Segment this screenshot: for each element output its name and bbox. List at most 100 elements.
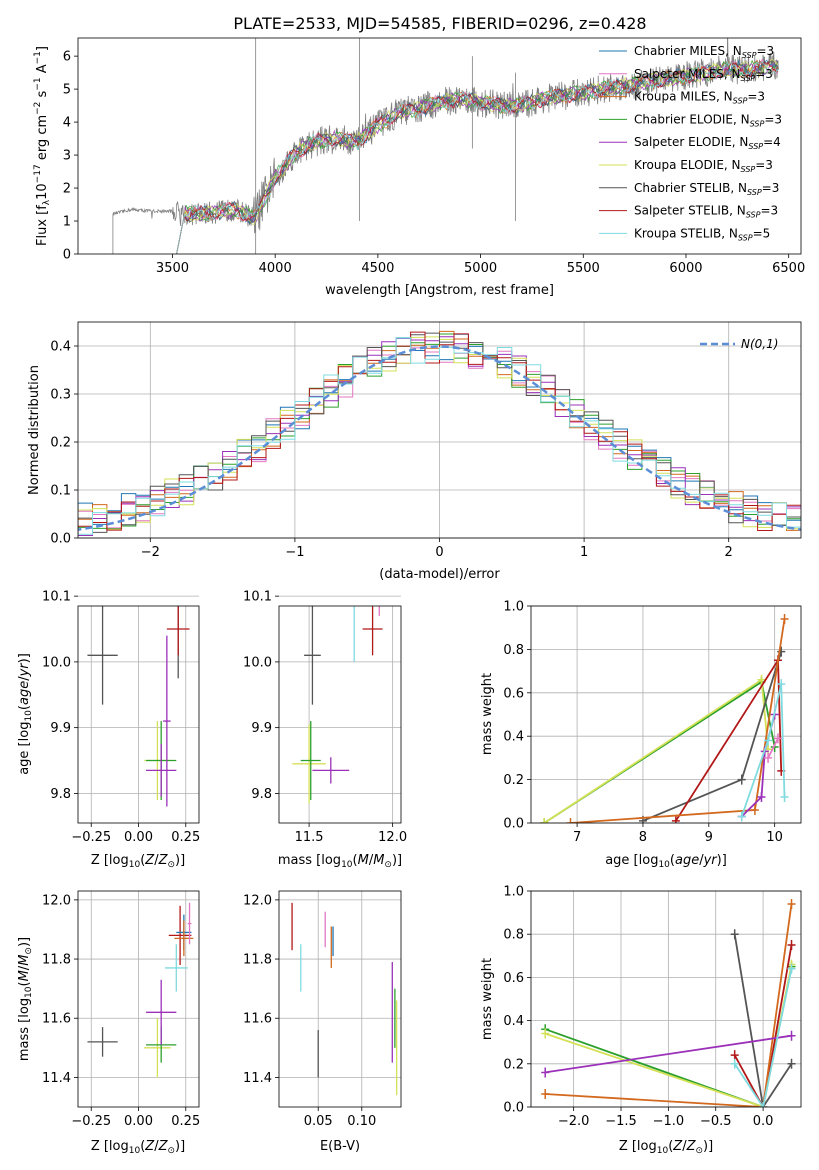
y-tick-label: 11.6 xyxy=(42,1012,71,1027)
weight-marker xyxy=(541,1089,550,1100)
weight-marker xyxy=(750,804,759,815)
y-tick-label: 3 xyxy=(63,149,71,164)
x-tick-label: −0.5 xyxy=(700,1114,732,1129)
x-tick-label: 0.05 xyxy=(304,1114,333,1129)
y-tick-label: 1.0 xyxy=(503,885,524,900)
y-tick-label: 0.0 xyxy=(50,532,71,547)
legend-count: =3 xyxy=(764,112,782,126)
weight-marker xyxy=(787,940,796,950)
weight-line xyxy=(767,737,779,759)
model-fit-line xyxy=(176,60,779,254)
axes-frame xyxy=(278,605,402,824)
weight-marker xyxy=(780,614,789,625)
axes-frame xyxy=(530,605,802,824)
weight-marker xyxy=(541,1028,550,1039)
legend-subscript: SSP xyxy=(747,188,762,197)
y-tick-label: 11.8 xyxy=(243,953,272,968)
plot-content xyxy=(292,606,383,804)
y-tick-label: 10.1 xyxy=(243,590,272,605)
y-tick-label: 10.0 xyxy=(42,655,71,670)
legend-model: Kroupa MILES, N xyxy=(634,90,733,104)
weight-marker xyxy=(777,679,786,690)
y-tick-label: 1.0 xyxy=(503,600,524,615)
panel-age-vs-mass: 11.5 12.0 9.8 9.9 10.0 10.1 mass [log10(M/M⊙)] xyxy=(243,590,407,870)
weight-marker xyxy=(671,815,680,823)
legend-count: =3 xyxy=(756,44,774,58)
legend-model: Chabrier MILES, N xyxy=(634,44,742,58)
y-axis-label: Flux [fλ10−17 erg cm−2 s−1 A−1] xyxy=(33,46,52,246)
y-tick-label: 0.6 xyxy=(503,686,524,701)
weight-marker xyxy=(759,1102,768,1107)
weight-line xyxy=(545,903,793,1107)
x-axis-label: E(B-V) xyxy=(320,1139,360,1154)
panel-weight-vs-Z: −2.0 −1.5 −1.0 −0.5 0.0 0.0 0.2 0.4 0.6 0.8 1.0 Z [… xyxy=(480,885,802,1156)
plot-content xyxy=(541,898,796,1107)
weight-marker xyxy=(540,818,549,823)
panels: 3500 4000 4500 5000 5500 6000 6500 0 1 2 3 4 5 6 wavel… xyxy=(17,37,805,1156)
legend-count: =3 xyxy=(762,181,780,195)
y-tick-label: 0.6 xyxy=(503,971,524,986)
panel-mass-vs-Z: −0.25 0.00 0.25 11.4 11.6 11.8 12.0 Z [log10(Z/… xyxy=(17,890,200,1156)
x-tick-label: 4500 xyxy=(361,261,394,276)
x-tick-label: 0 xyxy=(435,545,443,560)
panel-residuals: −2 −1 0 1 2 0.0 0.1 0.2 0.3 0.4 (data-model)/error… xyxy=(27,321,802,582)
panel-spectrum: 3500 4000 4500 5000 5500 6000 6500 0 1 2 3 4 5 6 wavel… xyxy=(33,37,805,298)
x-axis-label: Z [log10(Z/Z⊙)] xyxy=(91,1139,185,1156)
y-tick-label: 9.9 xyxy=(50,721,71,736)
legend-count: =5 xyxy=(753,226,771,240)
legend-count: =3 xyxy=(747,90,765,104)
legend-model: Kroupa ELODIE, N xyxy=(634,158,741,172)
y-tick-label: 11.6 xyxy=(243,1012,272,1027)
y-axis-label: Normed distribution xyxy=(27,365,42,495)
y-tick-label: 0.4 xyxy=(503,1014,524,1029)
legend-model: Kroupa STELIB, N xyxy=(634,226,738,240)
plot-content xyxy=(291,902,398,1096)
x-tick-label: −0.25 xyxy=(71,830,111,845)
legend-model: Salpeter MILES, N xyxy=(634,67,741,81)
x-tick-label: 9 xyxy=(705,830,713,845)
x-tick-label: 5500 xyxy=(567,261,600,276)
x-tick-label: 8 xyxy=(639,830,647,845)
x-tick-label: 1 xyxy=(580,545,588,560)
y-tick-label: 2 xyxy=(63,182,71,197)
x-tick-label: −1.5 xyxy=(605,1114,637,1129)
y-tick-label: 0.1 xyxy=(50,484,71,499)
plot-area xyxy=(531,606,801,823)
plot-area xyxy=(279,891,401,1107)
legend-subscript: SSP xyxy=(733,97,748,106)
y-tick-label: 9.8 xyxy=(251,787,272,802)
y-tick-label: 10.0 xyxy=(243,655,272,670)
x-tick-label: 6000 xyxy=(669,261,702,276)
weight-marker xyxy=(757,674,766,685)
y-tick-label: 11.4 xyxy=(42,1071,71,1086)
x-tick-label: 5000 xyxy=(464,261,497,276)
legend-label: Chabrier MILES, NSSP=3 xyxy=(634,44,774,60)
y-tick-label: 4 xyxy=(63,116,71,131)
legend-model: Salpeter ELODIE, N xyxy=(634,135,748,149)
x-axis-label: wavelength [Angstrom, rest frame] xyxy=(325,283,554,298)
y-tick-label: 1 xyxy=(63,215,71,230)
x-tick-label: 7 xyxy=(573,830,581,845)
legend-label: Kroupa STELIB, NSSP=5 xyxy=(634,226,770,242)
plot-area xyxy=(531,891,801,1107)
legend-model: Salpeter STELIB, N xyxy=(634,204,746,218)
y-tick-label: 0.2 xyxy=(503,1057,524,1072)
y-tick-label: 0.2 xyxy=(503,773,524,788)
axes-frame xyxy=(530,890,802,1108)
legend-label: Salpeter ELODIE, NSSP=4 xyxy=(634,135,781,151)
plot-content xyxy=(110,38,779,254)
legend-label: N(0,1) xyxy=(741,337,778,351)
x-tick-label: 0.00 xyxy=(124,830,153,845)
plot-area xyxy=(279,606,401,823)
weight-marker xyxy=(541,1067,550,1078)
x-tick-label: 12.0 xyxy=(378,830,407,845)
x-axis-label: Z [log10(Z/Z⊙)] xyxy=(619,1139,713,1156)
y-tick-label: 0.0 xyxy=(503,817,524,832)
y-tick-label: 5 xyxy=(63,83,71,98)
weight-marker xyxy=(566,818,575,823)
x-tick-label: 2 xyxy=(725,545,733,560)
histogram-step xyxy=(78,337,801,537)
y-tick-label: 0.2 xyxy=(50,436,71,451)
y-tick-label: 9.9 xyxy=(251,721,272,736)
